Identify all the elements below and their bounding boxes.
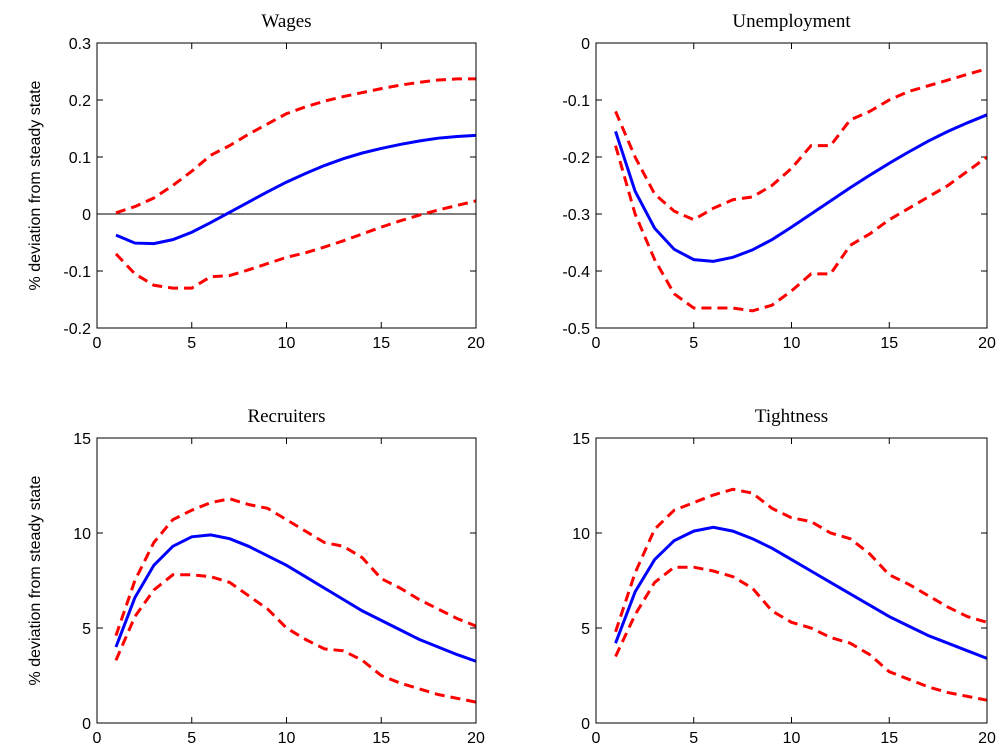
x-tick-label: 20 [978,335,996,352]
series-line [614,525,988,660]
series-line [614,145,988,313]
series-line [114,497,477,637]
y-tick-label: -0.4 [562,264,590,281]
x-tick-label: 0 [93,335,102,352]
x-tick-label: 10 [278,335,296,352]
axes-box [96,437,477,724]
x-tick-label: 5 [689,730,698,747]
plot-area [97,438,476,723]
x-tick-label: 20 [467,335,485,352]
series-line [114,533,477,663]
y-tick-label: -0.2 [63,321,91,338]
y-tick-label: -0.5 [562,321,590,338]
x-tick-label: 15 [372,335,390,352]
x-tick-label: 0 [592,335,601,352]
y-tick-label: -0.1 [63,264,91,281]
series-line [614,67,988,222]
x-tick-label: 10 [783,335,801,352]
x-tick-label: 0 [93,730,102,747]
plot-area [97,43,476,328]
plot-area [596,43,987,328]
series-line [114,199,477,290]
y-tick-label: -0.1 [562,93,590,110]
chart-title: Tightness [755,406,828,427]
y-tick-label: 10 [73,526,91,543]
x-tick-label: 15 [880,335,898,352]
x-tick-label: 5 [187,335,196,352]
x-tick-label: 20 [467,730,485,747]
chart-title: Recruiters [247,406,325,427]
plot-area [596,438,987,723]
y-tick-label: 0.2 [69,93,91,110]
series-line [614,113,988,263]
y-tick-label: 0.3 [69,36,91,53]
y-tick-label: 15 [73,431,91,448]
x-tick-label: 5 [187,730,196,747]
x-tick-label: 20 [978,730,996,747]
x-tick-label: 0 [592,730,601,747]
x-tick-label: 5 [689,335,698,352]
chart-title: Wages [261,11,311,32]
x-tick-label: 10 [783,730,801,747]
series-line [614,487,988,633]
y-tick-label: 15 [572,431,590,448]
y-tick-label: 0 [581,36,590,53]
chart-title: Unemployment [732,11,851,32]
y-tick-label: 5 [82,621,91,638]
series-line [614,565,988,702]
series-line [115,77,476,215]
y-tick-label: -0.3 [562,207,590,224]
axes-box [595,437,988,724]
y-axis-label: % deviation from steady state [27,475,44,685]
x-tick-label: 15 [372,730,390,747]
x-tick-label: 10 [278,730,296,747]
series-line [115,133,477,246]
axes-box [96,42,477,329]
y-tick-label: 0 [82,716,91,733]
y-tick-label: 10 [572,526,590,543]
x-tick-label: 15 [880,730,898,747]
series-line [114,573,477,704]
y-tick-label: 0.1 [69,150,91,167]
y-axis-label: % deviation from steady state [27,80,44,290]
y-tick-label: 0 [82,207,91,224]
y-tick-label: 0 [581,716,590,733]
y-tick-label: -0.2 [562,150,590,167]
y-tick-label: 5 [581,621,590,638]
axes-box [595,42,988,329]
